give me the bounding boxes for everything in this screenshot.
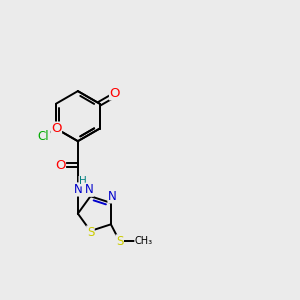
Text: O: O	[55, 159, 65, 172]
Text: H: H	[79, 176, 86, 186]
Text: S: S	[87, 226, 94, 239]
Text: N: N	[74, 183, 82, 196]
Text: S: S	[116, 235, 123, 248]
Text: N: N	[85, 183, 93, 196]
Text: CH₃: CH₃	[135, 236, 153, 246]
Text: O: O	[51, 122, 62, 135]
Text: N: N	[108, 190, 117, 203]
Text: Cl: Cl	[38, 130, 50, 143]
Text: O: O	[110, 87, 120, 100]
